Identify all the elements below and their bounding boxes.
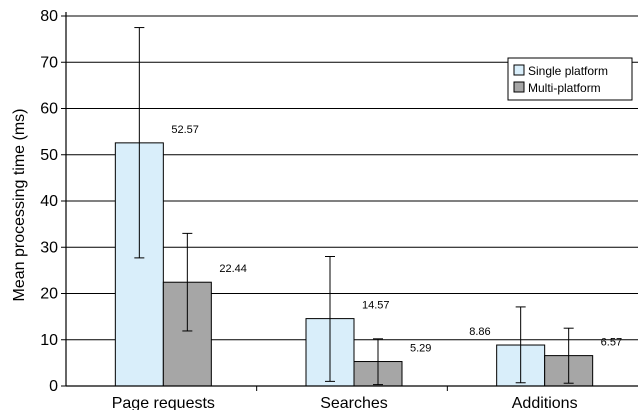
y-tick-label: 60 — [40, 101, 58, 118]
value-label: 5.29 — [410, 343, 431, 355]
y-axis: 0 10 20 30 40 50 60 70 80 — [40, 8, 67, 395]
legend-label: Single platform — [528, 64, 608, 78]
y-tick-label: 10 — [40, 332, 58, 349]
error-bars — [134, 27, 574, 386]
x-category-label: Additions — [512, 395, 578, 410]
value-label: 52.57 — [171, 124, 199, 136]
y-tick-label: 70 — [40, 54, 58, 71]
legend-box — [507, 57, 633, 101]
legend: Single platform Multi-platform — [507, 57, 633, 101]
value-label: 22.44 — [219, 263, 247, 275]
y-tick-label: 0 — [49, 378, 58, 395]
legend-swatch — [513, 81, 525, 93]
y-tick-label: 20 — [40, 286, 58, 303]
y-axis-title: Mean processing time (ms) — [11, 109, 28, 302]
x-category-label: Page requests — [112, 395, 215, 410]
legend-label: Multi-platform — [528, 81, 601, 95]
y-tick-label: 80 — [40, 8, 58, 25]
value-label: 14.57 — [362, 300, 390, 312]
value-labels: 52.57 22.44 14.57 5.29 8.86 6.57 — [171, 124, 622, 355]
value-label: 6.57 — [601, 337, 622, 349]
value-label: 8.86 — [469, 326, 490, 338]
y-tick-label: 30 — [40, 239, 58, 256]
x-category-label: Searches — [320, 395, 388, 410]
x-axis: Page requests Searches Additions — [66, 385, 638, 410]
legend-swatch — [513, 64, 525, 76]
y-tick-label: 50 — [40, 147, 58, 164]
y-tick-label: 40 — [40, 193, 58, 210]
